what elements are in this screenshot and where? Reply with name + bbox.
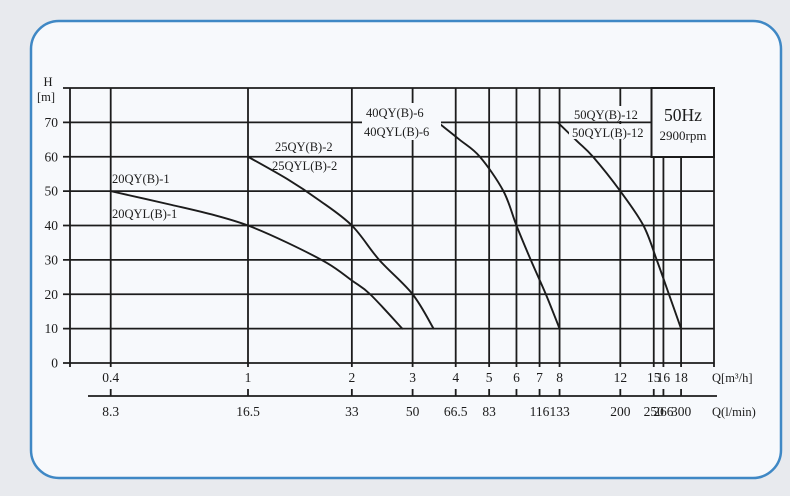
x-tick-label: 8 xyxy=(556,370,563,385)
lmin-tick-label: 300 xyxy=(671,404,692,419)
lmin-tick-label: 250 xyxy=(644,404,665,419)
pump-curve-25QY(B)-2 xyxy=(247,155,435,330)
lmin-tick-label: 200 xyxy=(610,404,631,419)
x-tick-label: 15 xyxy=(647,370,661,385)
x-tick-label: 5 xyxy=(486,370,493,385)
x-tick-label: 3 xyxy=(409,370,416,385)
y-tick-label: 70 xyxy=(45,115,59,130)
lmin-tick-label: 83 xyxy=(482,404,496,419)
label-mask-50qyl xyxy=(569,124,659,139)
curve-label-20qyl: 20QYL(B)-1 xyxy=(112,207,177,221)
lmin-tick-label: 266 xyxy=(653,404,674,419)
curve-label-20qy: 20QY(B)-1 xyxy=(112,172,170,186)
frequency-label: 50Hz xyxy=(664,105,702,125)
x-tick-label: 12 xyxy=(614,370,628,385)
x-tick-label: 16 xyxy=(657,370,671,385)
y-tick-label: 0 xyxy=(51,356,58,371)
y-axis-title-h: H xyxy=(43,75,52,89)
x-axis-unit-m3h: Q[m³/h] xyxy=(712,371,753,385)
x-tick-label: 1 xyxy=(245,370,252,385)
y-tick-label: 60 xyxy=(45,149,59,164)
y-tick-label: 20 xyxy=(45,287,59,302)
plot-overlay: 20QY(B)-1 20QYL(B)-1 25QY(B)-2 25QYL(B)-… xyxy=(37,75,756,419)
lmin-tick-label: 116 xyxy=(530,404,550,419)
x-tick-label: 2 xyxy=(348,370,355,385)
y-tick-label: 40 xyxy=(45,218,59,233)
lmin-tick-label: 8.3 xyxy=(102,404,119,419)
curve-label-50qy: 50QY(B)-12 xyxy=(574,108,638,122)
x-tick-label: 4 xyxy=(452,370,459,385)
x-tick-label: 0.4 xyxy=(102,370,119,385)
y-tick-label: 30 xyxy=(45,252,59,267)
x-tick-label: 7 xyxy=(536,370,543,385)
x-axis-unit-lmin: Q(l/min) xyxy=(712,405,756,419)
y-tick-label: 10 xyxy=(45,321,59,336)
lmin-tick-label: 133 xyxy=(549,404,570,419)
label-mask-40qy xyxy=(362,103,441,140)
pump-curve-40QY(B)-6 xyxy=(436,121,561,330)
x-tick-label: 6 xyxy=(513,370,520,385)
label-mask-50qy xyxy=(569,106,654,121)
x-tick-label: 18 xyxy=(674,370,688,385)
lmin-tick-label: 50 xyxy=(406,404,420,419)
lmin-tick-label: 66.5 xyxy=(444,404,468,419)
pump-curve-50QY(B)-12 xyxy=(556,121,683,330)
y-axis-title-unit: [m] xyxy=(37,90,55,104)
pump-curve-20QY(B)-1 xyxy=(109,190,404,330)
speed-label: 2900rpm xyxy=(660,128,707,143)
lmin-tick-label: 33 xyxy=(345,404,359,419)
lmin-tick-label: 16.5 xyxy=(236,404,260,419)
curve-label-50qyl: 50QYL(B)-12 xyxy=(572,126,644,140)
frequency-box xyxy=(650,87,715,158)
curve-label-25qyl: 25QYL(B)-2 xyxy=(272,159,337,173)
curve-label-40qyl: 40QYL(B)-6 xyxy=(364,125,429,139)
curve-label-25qy: 25QY(B)-2 xyxy=(275,140,333,154)
curve-label-40qy: 40QY(B)-6 xyxy=(366,106,424,120)
y-tick-label: 50 xyxy=(45,184,59,199)
tick-labels: 0102030405060700.48.3116.5233350466.5583… xyxy=(45,115,692,419)
